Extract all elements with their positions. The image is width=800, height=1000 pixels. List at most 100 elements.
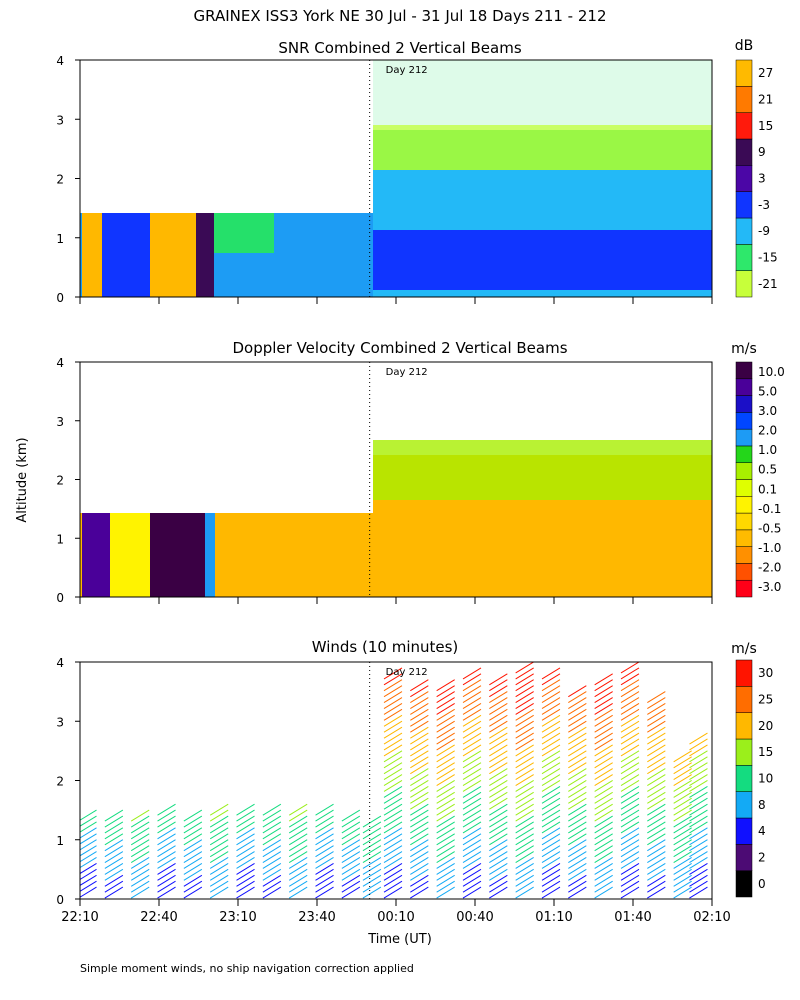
wind-profile xyxy=(436,679,455,899)
wind-barb xyxy=(541,703,561,715)
wind-barb xyxy=(436,868,455,881)
wind-barb xyxy=(383,827,403,840)
wind-barb xyxy=(541,780,561,792)
wind-barb xyxy=(594,720,613,733)
wind-barb xyxy=(489,827,508,840)
wind-barb xyxy=(436,691,455,704)
wind-barb xyxy=(383,821,403,834)
wind-barb xyxy=(594,821,613,834)
wind-barb xyxy=(689,756,708,769)
wind-barb xyxy=(315,809,334,822)
wind-barb xyxy=(541,768,561,781)
snr-blue-band xyxy=(373,170,712,230)
wind-barb xyxy=(262,845,282,858)
wind-barb xyxy=(541,738,561,751)
winds-colorbar-unit: m/s xyxy=(731,641,757,657)
wind-barb xyxy=(594,679,613,692)
wind-barb xyxy=(80,827,97,839)
wind-barb xyxy=(462,780,482,792)
snr-day-label: Day 212 xyxy=(386,65,428,76)
wind-barb xyxy=(647,827,666,840)
wind-barb xyxy=(383,797,403,810)
wind-barb xyxy=(689,791,708,804)
velocity-colorbar-segment xyxy=(735,529,753,547)
velocity-dark-strip xyxy=(150,513,205,597)
wind-profile xyxy=(568,685,587,899)
wind-barb xyxy=(236,851,255,863)
velocity-colorbar-label: -1.0 xyxy=(758,541,781,555)
wind-profile xyxy=(262,803,282,899)
wind-barb xyxy=(647,845,666,858)
wind-barb xyxy=(410,797,429,810)
wind-barb xyxy=(568,862,587,875)
wind-barb xyxy=(130,827,150,840)
wind-barb xyxy=(104,821,124,834)
wind-barb xyxy=(568,744,587,757)
wind-barb xyxy=(594,845,613,858)
wind-barb xyxy=(673,762,692,775)
wind-barb xyxy=(183,868,203,881)
wind-barb xyxy=(689,857,708,869)
wind-barb xyxy=(262,815,282,828)
wind-barb xyxy=(647,703,666,715)
wind-barb xyxy=(130,868,150,881)
wind-barb xyxy=(689,768,708,781)
wind-barb xyxy=(489,833,508,846)
wind-barb xyxy=(620,691,640,704)
wind-barb xyxy=(647,780,666,792)
wind-barb xyxy=(673,874,692,887)
wind-barb xyxy=(541,750,561,763)
snr-colorbar-segment xyxy=(735,270,753,298)
velocity-colorbar-segment xyxy=(735,445,753,463)
wind-barb xyxy=(594,714,613,727)
wind-barb xyxy=(410,697,429,709)
wind-barb xyxy=(541,809,561,822)
wind-barb xyxy=(383,738,403,751)
wind-barb xyxy=(383,839,403,852)
wind-barb xyxy=(80,815,97,827)
wind-barb xyxy=(673,809,692,822)
wind-barb xyxy=(462,697,482,709)
wind-barb xyxy=(689,815,708,828)
wind-barb xyxy=(620,726,640,739)
wind-barb xyxy=(104,809,124,822)
wind-barb xyxy=(620,768,640,781)
wind-barb xyxy=(341,821,361,834)
wind-barb xyxy=(362,839,382,852)
winds-y-tick-label: 1 xyxy=(56,834,64,848)
winds-colorbar-label: 20 xyxy=(758,719,773,733)
wind-barb xyxy=(620,679,640,692)
wind-barb xyxy=(568,857,587,869)
wind-barb xyxy=(620,874,640,887)
wind-barb xyxy=(594,827,613,840)
wind-barb xyxy=(410,703,429,715)
wind-barb xyxy=(594,815,613,828)
wind-profile xyxy=(410,679,429,899)
wind-barb xyxy=(288,833,308,846)
wind-barb xyxy=(410,862,429,875)
snr-colorbar-label: -9 xyxy=(758,224,770,238)
wind-barb xyxy=(157,845,176,858)
wind-barb xyxy=(568,720,587,733)
wind-barb xyxy=(689,874,708,887)
wind-barb xyxy=(157,833,176,846)
wind-barb xyxy=(315,839,334,852)
wind-barb xyxy=(341,874,361,887)
wind-barb xyxy=(80,874,97,886)
velocity-colorbar-segment xyxy=(735,579,753,598)
wind-barb xyxy=(489,714,508,727)
wind-barb xyxy=(130,809,150,822)
y-axis-title: Altitude (km) xyxy=(15,437,30,522)
velocity-colorbar-segment xyxy=(735,496,753,514)
velocity-colorbar-label: -2.0 xyxy=(758,561,781,575)
wind-profile xyxy=(362,815,382,899)
wind-barb xyxy=(515,732,534,745)
x-tick-label: 02:10 xyxy=(693,910,730,925)
wind-barb xyxy=(594,874,613,887)
wind-barb xyxy=(436,720,455,733)
wind-barb xyxy=(647,815,666,828)
velocity-y-tick-label: 3 xyxy=(56,415,64,429)
wind-barb xyxy=(209,886,229,899)
wind-barb xyxy=(515,762,534,775)
wind-barb xyxy=(647,768,666,781)
